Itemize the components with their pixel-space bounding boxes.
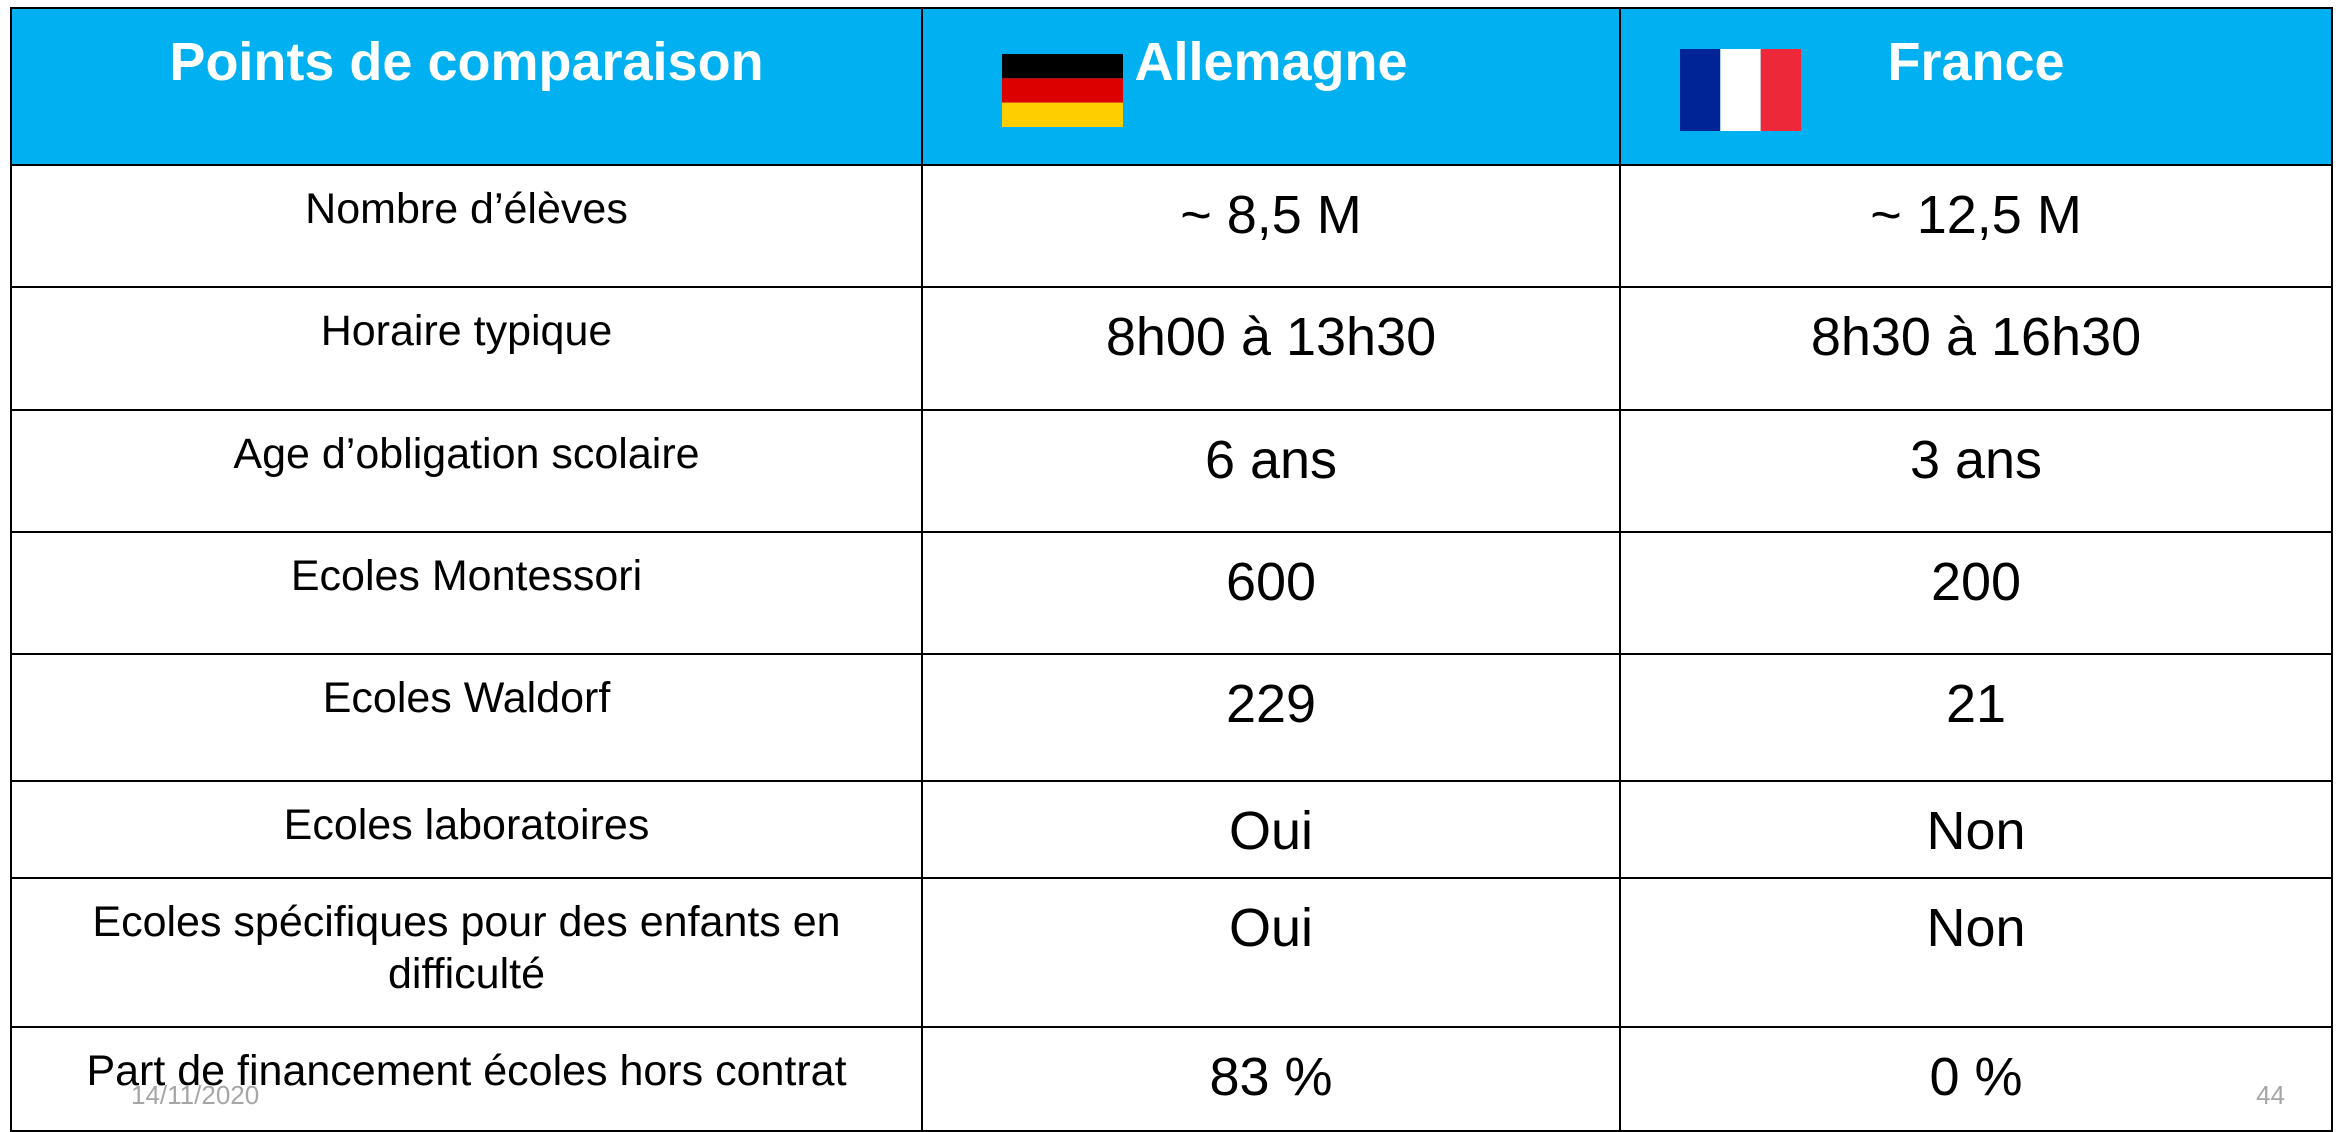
header-row: Points de comparaison Allemagne France: [10, 7, 2333, 166]
table-cell: Ecoles spécifiques pour des enfants en d…: [10, 877, 923, 1028]
table-cell: Oui: [921, 780, 1621, 879]
flag-france: [1680, 49, 1801, 131]
page-number: 44: [2256, 1080, 2285, 1110]
flag-germany: [1002, 54, 1123, 127]
table-cell: 6 ans: [921, 409, 1621, 533]
table-cell: 200: [1619, 531, 2333, 655]
table-cell: 229: [921, 653, 1621, 782]
table-row: Ecoles spécifiques pour des enfants en d…: [10, 877, 2333, 1028]
table-cell: Non: [1619, 877, 2333, 1028]
comparison-table: Points de comparaison Allemagne France Nom…: [10, 7, 2333, 1132]
table-cell: Non: [1619, 780, 2333, 879]
table-cell: ~ 12,5 M: [1619, 164, 2333, 288]
header-cell: Points de comparaison: [10, 7, 923, 166]
table-cell: 83 %: [921, 1026, 1621, 1132]
table-cell: Horaire typique: [10, 286, 923, 411]
table-row: Horaire typique 8h00 à 13h30 8h30 à 16h30: [10, 286, 2333, 411]
table-cell: Age d’obligation scolaire: [10, 409, 923, 533]
table-cell: 0 %: [1619, 1026, 2333, 1132]
table-row: Ecoles laboratoires Oui Non: [10, 780, 2333, 879]
table-cell: Ecoles Waldorf: [10, 653, 923, 782]
header-cell: Allemagne: [921, 7, 1621, 166]
table-cell: Nombre d’élèves: [10, 164, 923, 288]
table-row: Part de financement écoles hors contrat 8…: [10, 1026, 2333, 1132]
table-row: Ecoles Waldorf 229 21: [10, 653, 2333, 782]
table-cell: 8h30 à 16h30: [1619, 286, 2333, 411]
table-cell: 600: [921, 531, 1621, 655]
table-cell: 21: [1619, 653, 2333, 782]
header-cell: France: [1619, 7, 2333, 166]
footer-date: 14/11/2020: [131, 1080, 260, 1110]
table-cell: Ecoles laboratoires: [10, 780, 923, 879]
table-row: Nombre d’élèves ~ 8,5 M ~ 12,5 M: [10, 164, 2333, 288]
table-cell: Part de financement écoles hors contrat: [10, 1026, 923, 1132]
table-cell: 8h00 à 13h30: [921, 286, 1621, 411]
table-cell: Oui: [921, 877, 1621, 1028]
table-cell: ~ 8,5 M: [921, 164, 1621, 288]
table-row: Ecoles Montessori 600 200: [10, 531, 2333, 655]
table-cell: Ecoles Montessori: [10, 531, 923, 655]
table-row: Age d’obligation scolaire 6 ans 3 ans: [10, 409, 2333, 533]
table-cell: 3 ans: [1619, 409, 2333, 533]
